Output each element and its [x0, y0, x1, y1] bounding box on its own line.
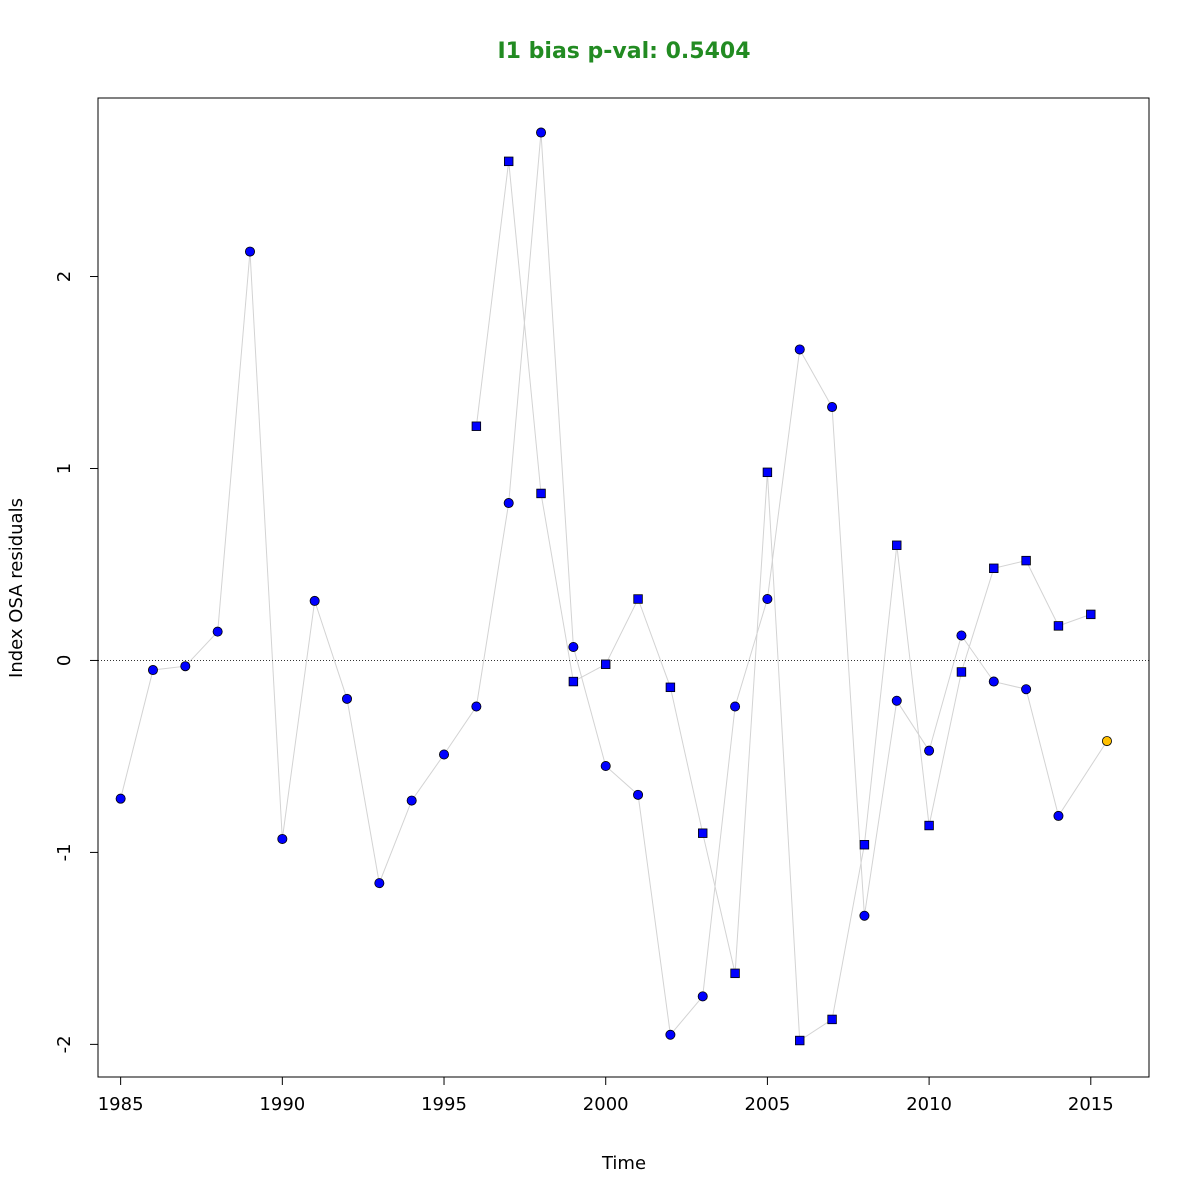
data-point-square	[859, 840, 870, 850]
series-lines	[120, 132, 1108, 1042]
data-point-square	[989, 563, 999, 574]
data-point-square	[698, 828, 708, 838]
y-axis-label: Index OSA residuals	[6, 498, 27, 678]
data-point-circle	[374, 878, 385, 889]
data-point-circle	[536, 127, 547, 138]
x-tick-label: 1990	[259, 1094, 305, 1115]
y-tick-label: 1	[54, 463, 75, 474]
data-point-square	[795, 1035, 805, 1046]
data-point-square	[568, 676, 579, 687]
data-point-circle	[633, 789, 644, 800]
x-tick-label: 2000	[583, 1094, 629, 1115]
data-point-circle	[309, 595, 320, 606]
data-point-circle	[342, 693, 353, 704]
data-point-square	[633, 594, 643, 604]
data-point-square	[827, 1014, 837, 1025]
data-point-circle	[730, 701, 741, 712]
data-point-circle	[794, 344, 805, 355]
y-tick-label: -2	[54, 1035, 75, 1053]
data-point-circle	[665, 1029, 676, 1040]
x-tick-label: 2010	[906, 1094, 952, 1115]
data-point-circle	[1021, 684, 1032, 695]
y-tick-label: -1	[54, 843, 75, 861]
data-point-circle	[147, 665, 158, 676]
data-point-circle	[406, 795, 417, 806]
data-point-circle	[277, 833, 288, 844]
x-tick-label: 1985	[98, 1094, 144, 1115]
data-point-square	[892, 540, 902, 550]
data-point-square	[762, 467, 773, 478]
y-tick-label: 0	[54, 655, 75, 666]
data-point-square	[1086, 609, 1096, 620]
x-axis-label: Time	[601, 1153, 646, 1174]
data-point-circle	[1053, 810, 1064, 821]
data-point-square	[956, 667, 967, 677]
x-axis: 1985 1990 1995 2000 2005 2010 2015	[98, 1076, 1114, 1115]
data-point-circle	[568, 642, 579, 653]
data-point-square	[536, 488, 546, 499]
data-point-circle	[439, 749, 450, 760]
x-tick-label: 2005	[744, 1094, 790, 1115]
data-point-circle	[600, 761, 611, 772]
data-point-circle	[244, 246, 255, 257]
data-point-circle	[827, 402, 838, 413]
data-point-circle	[891, 695, 902, 706]
data-point-square	[1021, 555, 1031, 566]
data-point-circle	[503, 498, 514, 509]
x-tick-label: 2015	[1068, 1094, 1114, 1115]
data-point-circle	[924, 745, 935, 756]
data-point-circle	[859, 910, 870, 921]
data-point-square	[1053, 621, 1064, 631]
series-2-line	[475, 161, 1091, 1042]
data-point-square	[730, 968, 740, 979]
data-point-circle	[988, 676, 999, 687]
y-axis: -2 -1 0 1 2	[54, 271, 99, 1053]
plot-frame	[97, 97, 1150, 1078]
data-point-square	[601, 659, 611, 669]
data-point-square	[503, 156, 514, 167]
series-1-line	[120, 132, 1108, 1036]
chart-title: I1 bias p-val: 0.5404	[498, 39, 751, 64]
data-point-circle	[697, 991, 708, 1002]
x-tick-label: 1995	[421, 1094, 467, 1115]
data-point-square	[924, 820, 934, 831]
data-point-circle	[471, 701, 482, 712]
data-point-circle	[762, 594, 773, 605]
data-point-circle	[956, 630, 967, 641]
data-point-circle	[180, 661, 191, 672]
y-tick-label: 2	[54, 271, 75, 282]
data-point-circle	[115, 793, 126, 804]
data-point-circle	[1101, 736, 1112, 747]
data-point-square	[665, 682, 676, 693]
data-points	[115, 127, 1112, 1046]
data-point-square	[471, 421, 482, 431]
data-point-circle	[212, 626, 223, 637]
